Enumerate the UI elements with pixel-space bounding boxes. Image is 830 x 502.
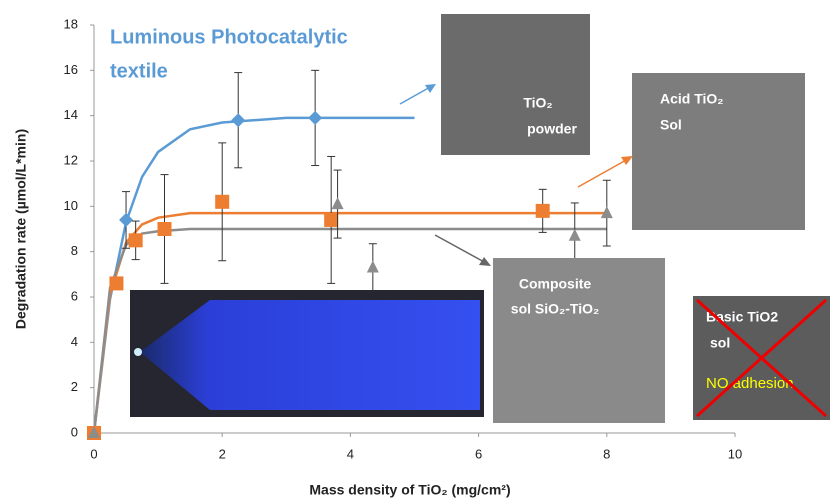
x-tick-label: 2 bbox=[219, 446, 226, 461]
y-tick-label: 18 bbox=[64, 16, 78, 31]
chart-title: Luminous Photocatalytic bbox=[110, 26, 348, 48]
y-tick-label: 4 bbox=[71, 334, 78, 349]
inset-basic: Basic TiO2 sol NO adhesion bbox=[693, 296, 830, 420]
y-axis-title: Degradation rate (µmol/L*min) bbox=[13, 129, 29, 329]
data-point bbox=[569, 229, 581, 241]
chart-title: textile bbox=[110, 60, 168, 82]
y-tick-label: 10 bbox=[64, 198, 78, 213]
x-tick-label: 6 bbox=[475, 446, 482, 461]
inset-label: Acid TiO₂ bbox=[660, 91, 724, 107]
data-point bbox=[119, 213, 133, 227]
inset-textile bbox=[130, 290, 484, 417]
data-point bbox=[215, 195, 229, 209]
x-tick-label: 8 bbox=[603, 446, 610, 461]
page: {"chart_data": { "type": "scatter", "tit… bbox=[0, 0, 830, 502]
data-point bbox=[308, 111, 322, 125]
y-tick-label: 14 bbox=[64, 107, 78, 122]
x-tick-label: 0 bbox=[90, 446, 97, 461]
data-point bbox=[536, 204, 550, 218]
data-point bbox=[129, 233, 143, 247]
y-tick-label: 2 bbox=[71, 379, 78, 394]
data-point bbox=[367, 261, 379, 273]
y-tick-label: 12 bbox=[64, 152, 78, 167]
data-point bbox=[324, 213, 338, 227]
inset-label: Sol bbox=[660, 117, 682, 133]
y-tick-label: 0 bbox=[71, 424, 78, 439]
y-tick-label: 6 bbox=[71, 288, 78, 303]
inset-acid: Acid TiO₂ Sol bbox=[632, 73, 805, 230]
inset-note: NO adhesion bbox=[706, 375, 794, 392]
x-tick-label: 10 bbox=[728, 446, 742, 461]
y-tick-label: 8 bbox=[71, 243, 78, 258]
data-point bbox=[231, 113, 245, 127]
y-tick-label: 16 bbox=[64, 62, 78, 77]
inset-powder: TiO₂ powder bbox=[441, 14, 590, 155]
x-tick-label: 4 bbox=[347, 446, 354, 461]
x-axis-title: Mass density of TiO₂ (mg/cm²) bbox=[309, 482, 510, 498]
inset-label: sol SiO₂-TiO₂ bbox=[511, 301, 599, 317]
data-point bbox=[109, 276, 123, 290]
inset-composite: Composite sol SiO₂-TiO₂ bbox=[493, 258, 665, 423]
inset-label: TiO₂ bbox=[523, 95, 552, 111]
inset-label: powder bbox=[527, 121, 577, 137]
inset-label: Composite bbox=[519, 276, 592, 292]
inset-label: sol bbox=[710, 335, 730, 351]
data-point bbox=[332, 197, 344, 209]
chart: 0 2 4 6 8 10 12 14 16 18 0 2 4 6 8 10 TiO₂ powder Acid … bbox=[0, 0, 830, 502]
data-point bbox=[158, 222, 172, 236]
